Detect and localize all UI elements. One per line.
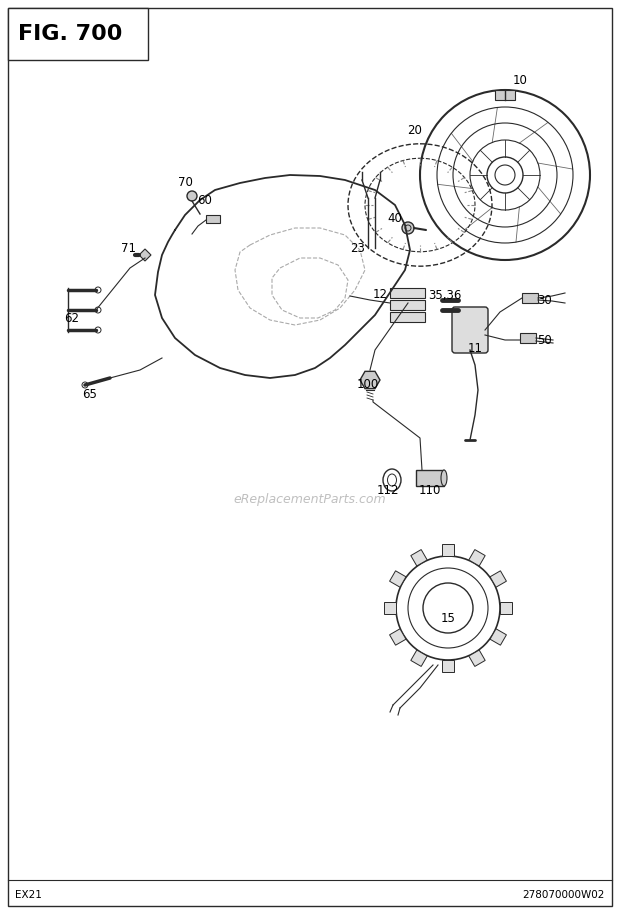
Text: 12: 12 (373, 289, 388, 301)
Text: 70: 70 (177, 177, 192, 190)
Text: 65: 65 (82, 388, 97, 401)
Text: 15: 15 (441, 612, 456, 625)
Polygon shape (389, 571, 406, 587)
Text: 20: 20 (407, 124, 422, 136)
Polygon shape (490, 628, 507, 645)
Text: 40: 40 (388, 212, 402, 224)
Text: 35,36: 35,36 (428, 289, 462, 301)
Text: 30: 30 (538, 293, 552, 307)
Polygon shape (411, 550, 427, 566)
Bar (522, 293, 538, 303)
Ellipse shape (441, 470, 447, 486)
Circle shape (187, 191, 197, 201)
Polygon shape (411, 650, 427, 667)
Polygon shape (442, 544, 454, 556)
Polygon shape (416, 470, 444, 486)
Circle shape (402, 222, 414, 234)
Text: 71: 71 (120, 242, 136, 255)
Text: 62: 62 (64, 311, 79, 324)
Polygon shape (500, 602, 512, 614)
Text: EX21: EX21 (15, 890, 42, 900)
Bar (390, 300, 425, 310)
Bar (390, 312, 425, 322)
Text: FIG. 700: FIG. 700 (18, 24, 122, 44)
Polygon shape (490, 571, 507, 587)
Text: 11: 11 (467, 342, 482, 354)
Text: 60: 60 (198, 193, 213, 206)
Polygon shape (384, 602, 396, 614)
Bar (390, 288, 425, 298)
Text: 10: 10 (513, 73, 528, 86)
Text: 50: 50 (538, 333, 552, 346)
Text: 23: 23 (350, 242, 365, 255)
Text: 100: 100 (357, 378, 379, 391)
Polygon shape (360, 371, 380, 388)
Text: 112: 112 (377, 484, 399, 496)
Polygon shape (442, 660, 454, 672)
Bar (8, 8, 148, 60)
FancyBboxPatch shape (452, 307, 488, 353)
Text: 110: 110 (419, 484, 441, 496)
Polygon shape (389, 628, 406, 645)
Circle shape (487, 157, 523, 193)
Polygon shape (469, 650, 485, 667)
Bar (520, 333, 536, 343)
Polygon shape (495, 90, 515, 100)
Polygon shape (139, 249, 151, 261)
Bar (206, 215, 220, 223)
Polygon shape (469, 550, 485, 566)
Text: eReplacementParts.com: eReplacementParts.com (234, 494, 386, 507)
Text: 278070000W02: 278070000W02 (523, 890, 605, 900)
